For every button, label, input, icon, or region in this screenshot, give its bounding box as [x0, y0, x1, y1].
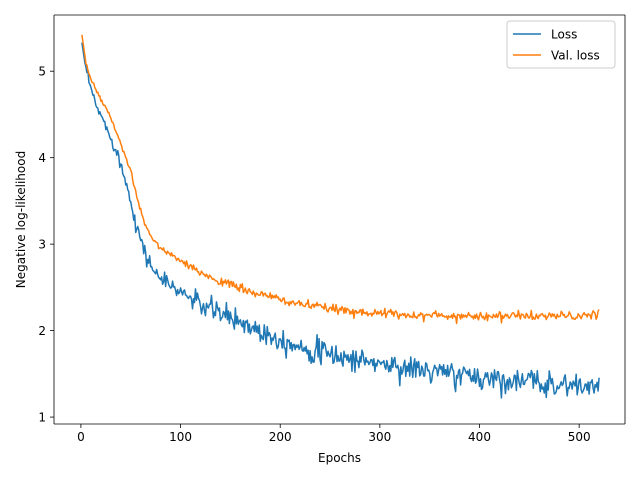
x-tick-label: 500 — [568, 430, 591, 444]
series-line-1 — [81, 42, 600, 399]
y-tick-label: 4 — [38, 151, 46, 165]
plot-area — [81, 34, 600, 399]
series-line-2 — [81, 34, 600, 325]
y-tick-label: 3 — [38, 238, 46, 252]
y-tick-label: 1 — [38, 411, 46, 425]
legend-label-2: Val. loss — [551, 49, 600, 63]
y-tick-label: 5 — [38, 65, 46, 79]
y-axis-label: Negative log-likelihood — [14, 151, 28, 288]
x-tick-label: 0 — [77, 430, 85, 444]
legend-label-1: Loss — [551, 28, 577, 42]
legend: Loss Val. loss — [506, 20, 616, 69]
axes: 0 100 200 300 400 500 1 2 3 4 5 — [38, 14, 626, 444]
x-tick-label: 100 — [169, 430, 192, 444]
x-tick-label: 400 — [468, 430, 491, 444]
x-tick-label: 200 — [269, 430, 292, 444]
x-tick-label: 300 — [368, 430, 391, 444]
y-tick-label: 2 — [38, 324, 46, 338]
x-axis-label: Epochs — [318, 451, 361, 465]
legend-box — [506, 20, 616, 69]
